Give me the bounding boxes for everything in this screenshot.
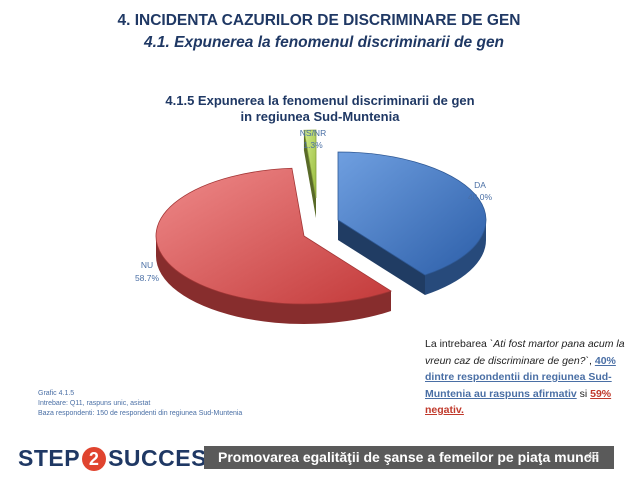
slice-label-nsnr: NS/NR <box>300 128 326 138</box>
slice-value-da: 40.0% <box>468 192 493 202</box>
page-subtitle: 4.1. Expunerea la fenomenul discriminari… <box>143 34 505 51</box>
slice-label-da: DA <box>474 180 486 190</box>
logo-number-circle: 2 <box>82 446 107 471</box>
slice-value-nu: 58.7% <box>135 273 160 283</box>
pie-slice-nu <box>155 167 392 305</box>
chart-title-line1: 4.1.5 Expunerea la fenomenul discriminar… <box>165 93 475 108</box>
logo-text-step: STEP <box>18 445 81 471</box>
note-and: si <box>576 387 591 400</box>
pie-slice-da-side <box>424 220 486 296</box>
note-intro: La intrebarea <box>425 338 490 350</box>
note-negative: 59% negativ. <box>425 387 612 417</box>
pie-slice-da <box>337 151 487 276</box>
logo-text-success: SUCCESS <box>108 445 223 471</box>
slice-label-nu: NU <box>141 260 153 270</box>
page-number: 43 <box>586 451 598 462</box>
note-highlight: 40% dintre respondentii din regiunea Sud… <box>425 354 616 400</box>
note-question: `Ati fost martor pana acum la vreun caz … <box>425 338 625 367</box>
meta-graph-id: Grafic 4.1.5 <box>38 390 75 397</box>
page-title: 4. INCIDENTA CAZURILOR DE DISCRIMINARE D… <box>117 12 521 29</box>
step2success-logo: STEP 2 SUCCESS <box>18 445 223 472</box>
chart-title-line2: in regiunea Sud-Muntenia <box>240 109 400 124</box>
slice-value-nsnr: 1.3% <box>303 140 323 150</box>
note-sep: , <box>589 354 595 367</box>
chart-meta: Grafic 4.1.5 Intrebare: Q11, raspuns uni… <box>38 389 242 419</box>
chart-note: La intrebarea `Ati fost martor pana acum… <box>425 336 625 419</box>
pie-slice-da-wall-1 <box>338 220 425 296</box>
chart-title: 4.1.5 Expunerea la fenomenul discriminar… <box>150 93 490 125</box>
meta-base: Baza respondenti: 150 de respondenti din… <box>38 410 243 417</box>
pie-slice-nu-side <box>156 236 391 324</box>
meta-question: Intrebare: Q11, raspuns unic, asistat <box>38 400 151 407</box>
footer-banner: Promovarea egalităţii de şanse a femeilo… <box>204 446 614 469</box>
pie-slice-nsnr <box>303 129 317 199</box>
footer-banner-text: Promovarea egalităţii de şanse a femeilo… <box>218 449 600 465</box>
pie-slice-nsnr-wall-0 <box>303 130 316 218</box>
